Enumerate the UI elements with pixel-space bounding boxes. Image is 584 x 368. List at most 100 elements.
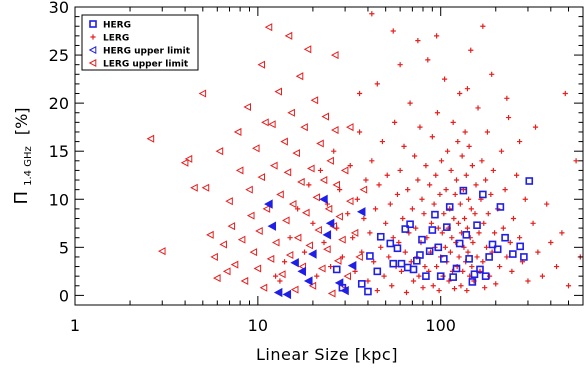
lerg-upper-limit-point	[321, 112, 330, 121]
lerg-point	[446, 278, 452, 284]
lerg-point	[473, 182, 479, 188]
lerg-point	[504, 95, 510, 101]
lerg-point	[390, 235, 396, 241]
herg-point	[476, 265, 484, 274]
lerg-upper-limit-point	[240, 276, 249, 286]
herg-upper-limit-point	[340, 285, 349, 296]
lerg-point	[464, 86, 471, 92]
lerg-point	[433, 172, 439, 178]
lerg-point	[415, 177, 421, 183]
lerg-point	[490, 167, 496, 174]
herg-upper-limit-point	[290, 258, 299, 268]
lerg-upper-limit-point	[146, 134, 155, 143]
herg-point	[332, 265, 341, 274]
herg-upper-limit-point	[308, 249, 317, 259]
lerg-upper-limit-point	[287, 108, 295, 117]
y-tick-label: 10	[49, 190, 69, 209]
x-tick-label: 1	[70, 316, 80, 335]
herg-point	[428, 226, 437, 234]
herg-point	[473, 221, 481, 230]
lerg-point	[441, 211, 447, 217]
herg-point	[525, 177, 534, 185]
y-tick-label: 15	[49, 142, 69, 161]
lerg-point	[435, 225, 441, 231]
y-axis-unit: [%]	[12, 107, 31, 135]
lerg-upper-limit-point	[281, 216, 290, 225]
lerg-upper-limit-point	[276, 190, 284, 199]
lerg-point	[451, 286, 458, 292]
lerg-point	[525, 278, 531, 284]
lerg-point	[374, 81, 380, 87]
lerg-point	[281, 259, 288, 265]
lerg-upper-limit-point	[293, 233, 302, 242]
y-tick-label: 25	[49, 46, 69, 65]
lerg-point	[535, 249, 541, 255]
lerg-upper-limit-point	[345, 123, 354, 132]
lerg-point	[354, 196, 360, 202]
axis-ticks: 1 10 100 0 5 10 15 20 25 30	[49, 0, 584, 335]
lerg-point	[455, 220, 462, 226]
herg-point	[496, 203, 505, 211]
herg-point	[445, 203, 454, 211]
lerg-upper-limit-point	[259, 283, 268, 292]
lerg-point	[489, 71, 495, 77]
lerg-point	[381, 273, 387, 279]
y-tick-label: 30	[49, 0, 69, 17]
lerg-upper-limit-point	[215, 147, 224, 156]
lerg-upper-limit-point	[225, 197, 233, 206]
lerg-point	[439, 230, 445, 236]
lerg-point	[476, 230, 482, 236]
lerg-point	[356, 90, 363, 97]
herg-upper-limit-point	[356, 207, 366, 217]
lerg-upper-limit-point	[206, 230, 214, 239]
lerg-point	[378, 244, 384, 250]
lerg-point	[464, 287, 470, 294]
lerg-upper-limit-point	[307, 164, 315, 173]
lerg-upper-limit-point	[338, 235, 346, 244]
y-tick-label: 0	[59, 286, 69, 305]
lerg-upper-limit-point	[290, 285, 299, 294]
lerg-point	[485, 211, 491, 217]
lerg-point	[465, 249, 471, 255]
lerg-point	[403, 289, 410, 296]
y-axis-subscript: 1.4 GHz	[23, 146, 34, 186]
legend-box	[81, 14, 199, 71]
lerg-point	[464, 225, 471, 231]
lerg-point	[491, 230, 498, 236]
lerg-point	[469, 163, 475, 169]
lerg-point	[509, 268, 515, 274]
lerg-upper-limit-point	[303, 45, 312, 54]
lerg-point	[488, 191, 494, 198]
lerg-point	[402, 249, 408, 255]
lerg-point	[479, 158, 485, 164]
lerg-point	[386, 254, 392, 260]
lerg-point	[413, 225, 419, 231]
lerg-point	[484, 129, 490, 135]
lerg-upper-limit-point	[261, 118, 269, 127]
lerg-point	[472, 211, 478, 217]
lerg-upper-limit-point	[305, 241, 313, 250]
lerg-point	[400, 215, 406, 222]
herg-point	[376, 232, 385, 241]
lerg-upper-limit-point	[316, 139, 324, 148]
herg-upper-limit-point	[297, 266, 306, 276]
lerg-point	[463, 172, 469, 178]
lerg-point	[502, 187, 508, 193]
lerg-upper-limit-point	[210, 252, 218, 261]
herg-point	[501, 233, 509, 242]
legend-marker	[90, 34, 96, 40]
lerg-upper-limit-point	[350, 228, 359, 237]
herg-upper-limit-point	[282, 289, 292, 300]
lerg-upper-limit-point	[237, 235, 246, 244]
lerg-point	[367, 230, 373, 236]
lerg-point	[573, 158, 579, 164]
lerg-upper-limit-point	[213, 274, 221, 283]
herg-point	[488, 240, 497, 249]
lerg-upper-limit-point	[285, 250, 294, 260]
herg-point	[364, 287, 372, 296]
lerg-point	[530, 220, 536, 226]
lerg-point	[441, 76, 448, 82]
lerg-upper-limit-point	[157, 247, 166, 256]
lerg-point	[405, 187, 411, 193]
lerg-point	[376, 182, 382, 188]
